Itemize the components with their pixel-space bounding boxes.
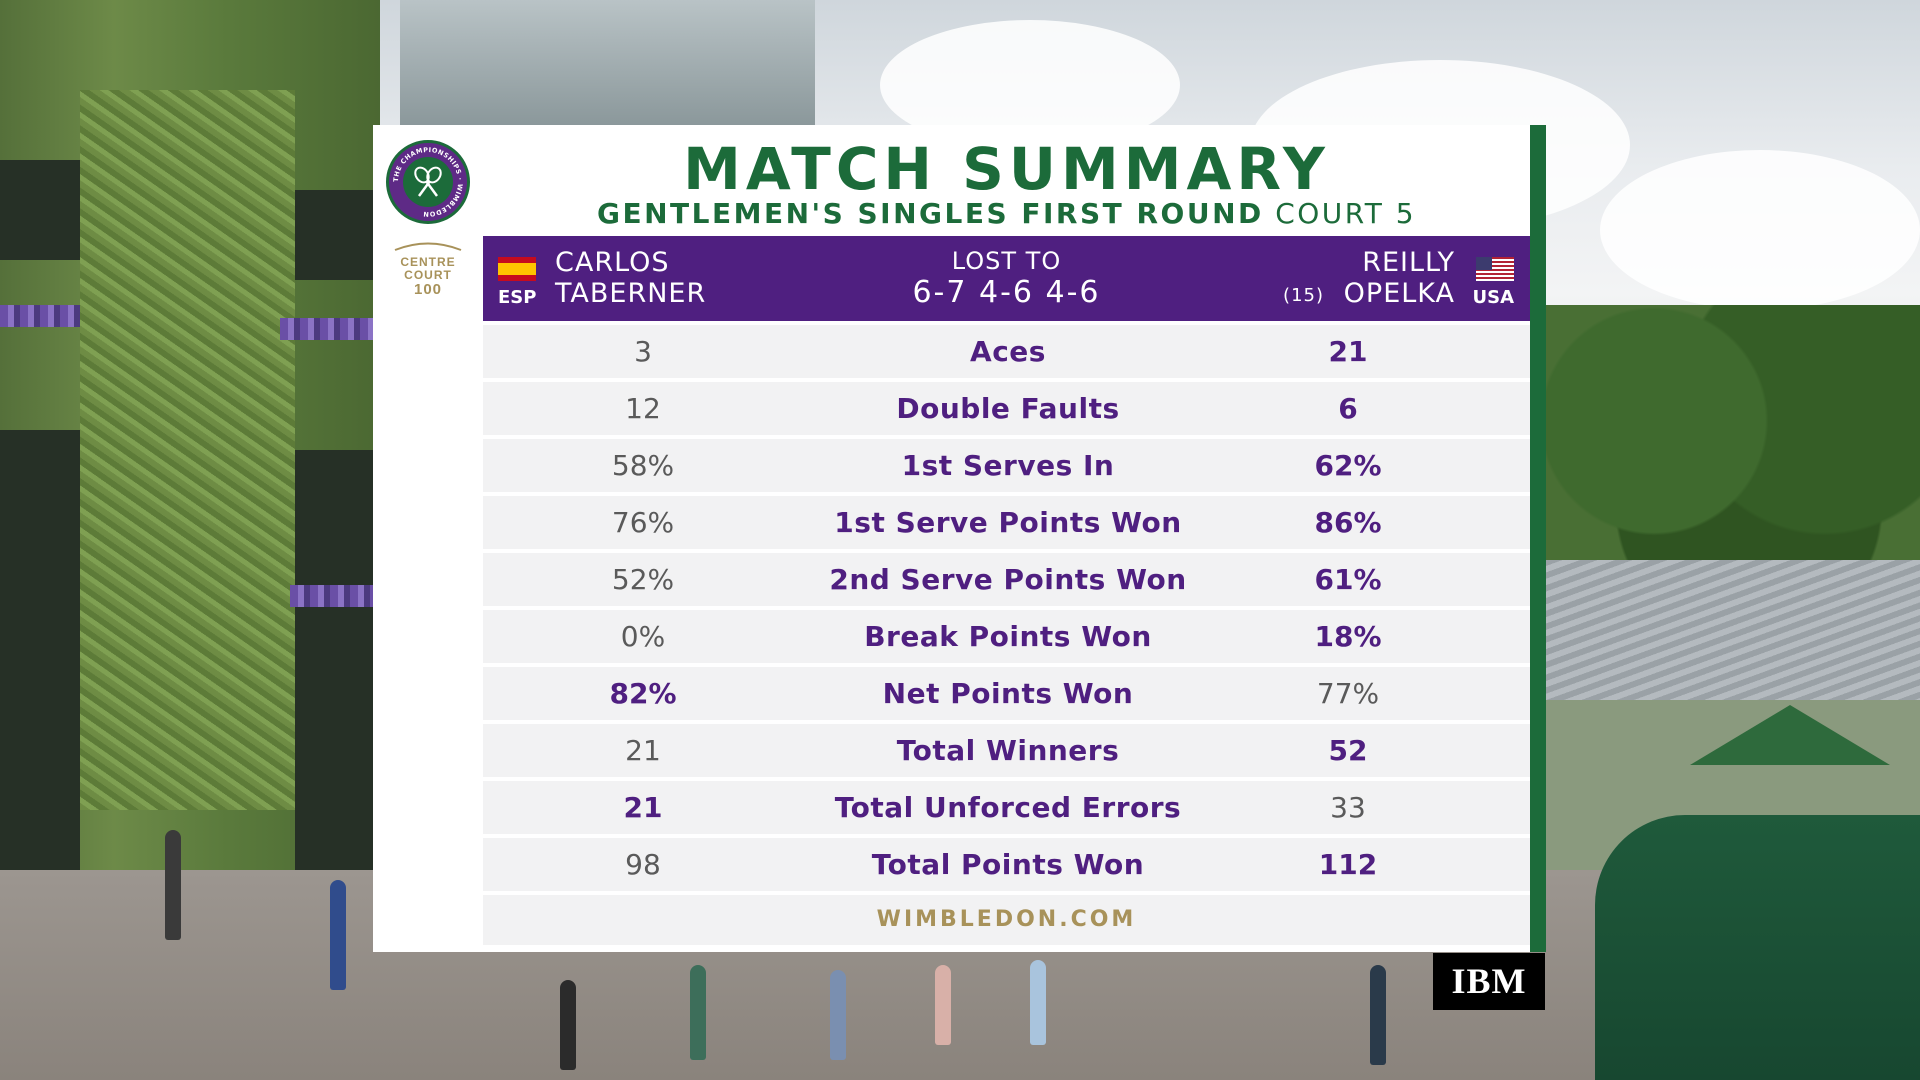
result-label: LOST TO <box>951 247 1062 275</box>
left-stat-value: 12 <box>625 392 661 425</box>
green-umbrella <box>1690 705 1890 765</box>
stat-label: Aces <box>970 335 1046 368</box>
stat-row-total-winners: 21 Total Winners 52 <box>483 724 1530 777</box>
right-player-first-name: REILLY <box>1362 247 1455 278</box>
stat-label: Net Points Won <box>882 677 1134 710</box>
pavilion-roof <box>1545 560 1920 700</box>
building-window <box>0 430 80 870</box>
right-player-seed: (15) <box>1283 285 1324 306</box>
glass-building <box>400 0 815 125</box>
centre-court-number: 100 <box>413 281 443 298</box>
right-stat-value: 112 <box>1318 848 1378 881</box>
left-stat-value: 82% <box>609 677 677 710</box>
spectator <box>690 965 706 1060</box>
right-stat-value: 61% <box>1314 563 1382 596</box>
right-stat-value: 33 <box>1330 791 1366 824</box>
left-stat-value: 52% <box>611 563 675 596</box>
right-stat-value: 6 <box>1338 392 1358 425</box>
branding-panel: THE CHAMPIONSHIPS · WIMBLEDON CENTRE COU… <box>373 125 483 952</box>
spectator <box>1030 960 1046 1045</box>
left-player-first-name: CARLOS <box>555 247 670 278</box>
spectator <box>1370 965 1386 1065</box>
event-name: GENTLEMEN'S SINGLES FIRST ROUND <box>596 197 1264 230</box>
spectator <box>935 965 951 1045</box>
centre-court-100-logo: CENTRE COURT 100 <box>378 238 478 308</box>
spectator <box>165 830 181 940</box>
stat-label: 1st Serves In <box>901 449 1115 482</box>
right-stat-value: 77% <box>1316 677 1380 710</box>
ibm-logo: IBM <box>1433 953 1545 1010</box>
ivy-column <box>80 90 295 810</box>
stat-row-total-points-won: 98 Total Points Won 112 <box>483 838 1530 891</box>
stat-label: Total Points Won <box>871 848 1145 881</box>
left-stat-value: 58% <box>611 449 675 482</box>
stat-label: Total Winners <box>896 734 1120 767</box>
building-window <box>0 160 80 260</box>
building-window <box>295 450 375 870</box>
match-summary-board: THE CHAMPIONSHIPS · WIMBLEDON CENTRE COU… <box>373 125 1546 952</box>
cloud <box>1600 150 1920 310</box>
right-player-last-name: OPELKA <box>1343 278 1455 309</box>
spectator <box>560 980 576 1070</box>
left-stat-value: 98 <box>625 848 661 881</box>
stat-label: 2nd Serve Points Won <box>829 563 1187 596</box>
stats-table: 3 Aces 21 12 Double Faults 6 58% 1st Ser… <box>483 325 1530 895</box>
players-header: ESP CARLOS TABERNER LOST TO 6-7 4-6 4-6 … <box>483 236 1530 321</box>
right-stat-value: 86% <box>1314 506 1382 539</box>
right-stat-value: 21 <box>1328 335 1368 368</box>
flower-box <box>290 585 375 607</box>
board-title: MATCH SUMMARY <box>683 135 1330 203</box>
building-window <box>295 190 375 280</box>
spain-flag-icon <box>498 257 536 281</box>
stat-row-2nd-serve-points-won: 52% 2nd Serve Points Won 61% <box>483 553 1530 606</box>
usa-flag-icon <box>1476 257 1514 281</box>
match-score: 6-7 4-6 4-6 <box>912 275 1101 310</box>
stat-row-1st-serves-in: 58% 1st Serves In 62% <box>483 439 1530 492</box>
green-edge-strip <box>1530 125 1546 952</box>
court-name: COURT 5 <box>1275 197 1417 230</box>
stat-row-net-points-won: 82% Net Points Won 77% <box>483 667 1530 720</box>
right-stat-value: 62% <box>1314 449 1382 482</box>
board-subtitle: GENTLEMEN'S SINGLES FIRST ROUND COURT 5 <box>483 195 1530 233</box>
stat-row-1st-serve-points-won: 76% 1st Serve Points Won 86% <box>483 496 1530 549</box>
left-stat-value: 21 <box>623 791 663 824</box>
centre-court-line1: CENTRE <box>400 255 456 269</box>
flower-box <box>0 305 80 327</box>
stat-row-total-unforced-errors: 21 Total Unforced Errors 33 <box>483 781 1530 834</box>
spectator <box>330 880 346 990</box>
left-stat-value: 76% <box>611 506 675 539</box>
crossed-rackets-icon <box>403 157 453 207</box>
green-kiosk <box>1595 815 1920 1080</box>
website-footer: WIMBLEDON.COM <box>483 895 1530 945</box>
spectator <box>830 970 846 1060</box>
stat-label: Total Unforced Errors <box>834 791 1182 824</box>
trees <box>1540 305 1920 595</box>
stat-label: Double Faults <box>896 392 1120 425</box>
right-stat-value: 52 <box>1328 734 1368 767</box>
right-stat-value: 18% <box>1314 620 1382 653</box>
left-player-country: ESP <box>498 287 537 308</box>
flower-box <box>280 318 375 340</box>
centre-court-line2: COURT <box>404 268 452 282</box>
left-stat-value: 0% <box>620 620 666 653</box>
stat-row-aces: 3 Aces 21 <box>483 325 1530 378</box>
roof-arch-icon <box>394 242 462 251</box>
left-stat-value: 3 <box>634 335 652 368</box>
stat-row-break-points-won: 0% Break Points Won 18% <box>483 610 1530 663</box>
left-stat-value: 21 <box>625 734 661 767</box>
stat-label: Break Points Won <box>864 620 1152 653</box>
right-player-country: USA <box>1472 287 1514 308</box>
stat-row-double-faults: 12 Double Faults 6 <box>483 382 1530 435</box>
stat-label: 1st Serve Points Won <box>834 506 1182 539</box>
wimbledon-logo: THE CHAMPIONSHIPS · WIMBLEDON <box>386 140 470 224</box>
left-player-last-name: TABERNER <box>555 278 707 309</box>
